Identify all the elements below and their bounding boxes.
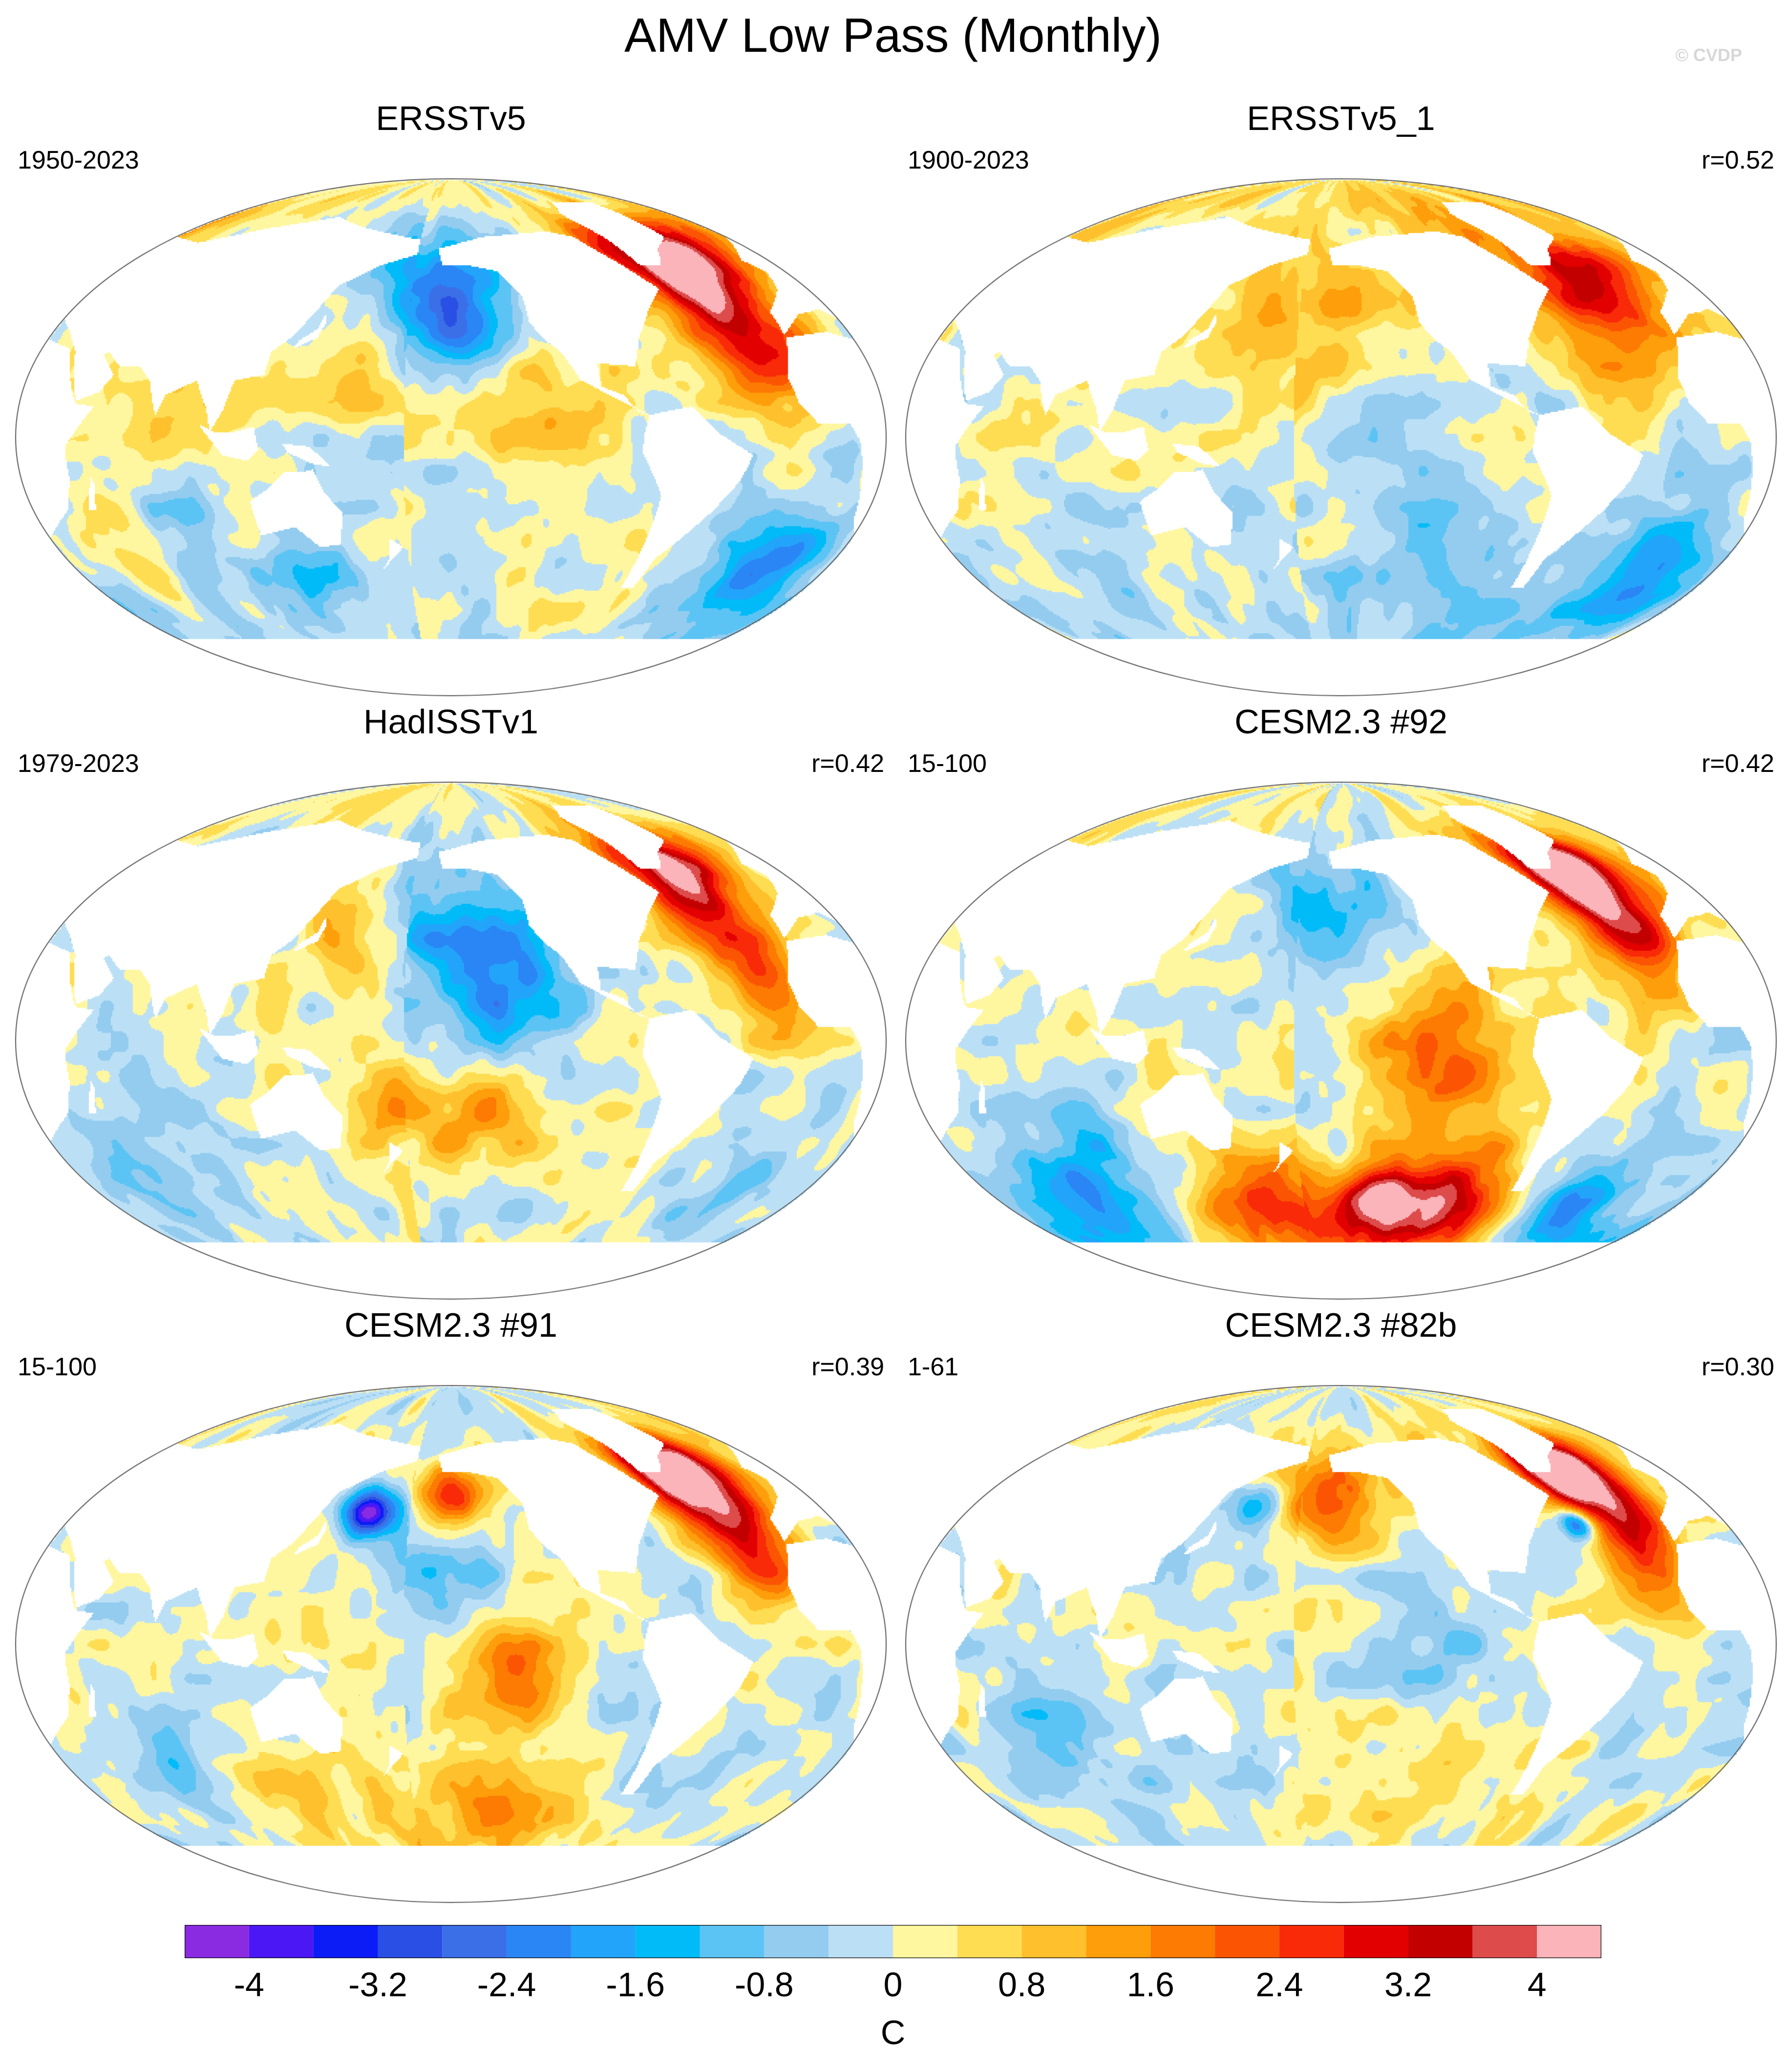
map-panel-cesm82b: CESM2.3 #82b 1-61 r=0.30 bbox=[899, 1304, 1783, 1905]
colorbar-swatch bbox=[1279, 1925, 1344, 1958]
colorbar-swatch bbox=[1408, 1925, 1473, 1958]
colorbar-swatch bbox=[378, 1925, 443, 1958]
colorbar-tick-label: 1.6 bbox=[1127, 1965, 1174, 2004]
colorbar-swatch bbox=[1343, 1925, 1408, 1958]
panel-period: 15-100 bbox=[18, 1353, 97, 1381]
colorbar-swatch bbox=[1086, 1925, 1151, 1958]
map-panel-cesm91: CESM2.3 #91 15-100 r=0.39 bbox=[9, 1304, 893, 1905]
colorbar-swatch bbox=[571, 1925, 636, 1958]
map-panel-hadisst: HadISSTv1 1979-2023 r=0.42 bbox=[9, 701, 893, 1302]
colorbar-tick-label: 2.4 bbox=[1255, 1965, 1303, 2004]
colorbar-swatch bbox=[1021, 1925, 1086, 1958]
panel-correlation: r=0.52 bbox=[1701, 146, 1774, 174]
panel-title: CESM2.3 #91 bbox=[344, 1306, 557, 1344]
colorbar-swatch bbox=[957, 1925, 1022, 1958]
colorbar-frame bbox=[185, 1925, 1601, 1958]
sst-map-cesm82b bbox=[903, 1383, 1779, 1905]
panel-correlation: r=0.42 bbox=[1701, 749, 1774, 778]
colorbar-swatch bbox=[249, 1925, 314, 1958]
panel-title: ERSSTv5_1 bbox=[1247, 99, 1435, 137]
panel-correlation: r=0.42 bbox=[811, 749, 884, 778]
colorbar bbox=[185, 1925, 1601, 1958]
map-panel-ersstv5: ERSSTv5 1950-2023 bbox=[9, 98, 893, 699]
panel-period: 1900-2023 bbox=[908, 146, 1029, 174]
colorbar-tick-label: 0 bbox=[883, 1965, 903, 2004]
colorbar-tick-label: -2.4 bbox=[477, 1965, 536, 2004]
panel-title: CESM2.3 #82b bbox=[1225, 1306, 1457, 1344]
colorbar-swatch bbox=[893, 1925, 957, 1958]
panel-period: 1979-2023 bbox=[18, 749, 139, 778]
copyright-label: © CVDP bbox=[1675, 45, 1742, 65]
colorbar-tick-label: 0.8 bbox=[998, 1965, 1046, 2004]
figure-title: AMV Low Pass (Monthly) bbox=[624, 8, 1162, 62]
colorbar-tick-label: 3.2 bbox=[1384, 1965, 1432, 2004]
colorbar-swatch bbox=[829, 1925, 893, 1958]
colorbar-tick-label: -3.2 bbox=[348, 1965, 407, 2004]
colorbar-swatch bbox=[1215, 1925, 1279, 1958]
colorbar-tick-label: 4 bbox=[1527, 1965, 1547, 2004]
colorbar-unit: C bbox=[880, 2013, 906, 2051]
colorbar-swatch bbox=[700, 1925, 765, 1958]
colorbar-tick-label: -4 bbox=[234, 1965, 264, 2004]
colorbar-swatch bbox=[1150, 1925, 1215, 1958]
panel-period: 15-100 bbox=[908, 749, 987, 778]
colorbar-swatch bbox=[185, 1925, 249, 1958]
colorbar-swatch bbox=[442, 1925, 507, 1958]
colorbar-tick-label: -0.8 bbox=[735, 1965, 794, 2004]
map-panel-cesm92: CESM2.3 #92 15-100 r=0.42 bbox=[899, 701, 1783, 1302]
panel-title: CESM2.3 #92 bbox=[1234, 703, 1447, 741]
sst-map-cesm91 bbox=[13, 1383, 889, 1905]
panel-period: 1950-2023 bbox=[18, 146, 139, 174]
colorbar-swatch bbox=[313, 1925, 378, 1958]
colorbar-swatch bbox=[635, 1925, 700, 1958]
panel-correlation: r=0.30 bbox=[1701, 1353, 1774, 1381]
sst-map-cesm92 bbox=[903, 779, 1779, 1302]
colorbar-swatch bbox=[1537, 1925, 1601, 1958]
panel-period: 1-61 bbox=[908, 1353, 959, 1381]
colorbar-tick-label: -1.6 bbox=[606, 1965, 665, 2004]
colorbar-swatch bbox=[1472, 1925, 1537, 1958]
colorbar-swatch bbox=[507, 1925, 571, 1958]
sst-map-hadisst bbox=[13, 779, 889, 1302]
map-panel-ersstv5_1: ERSSTv5_1 1900-2023 r=0.52 bbox=[899, 98, 1783, 699]
panel-title: HadISSTv1 bbox=[363, 703, 538, 741]
colorbar-swatch bbox=[764, 1925, 829, 1958]
sst-map-ersstv5_1 bbox=[903, 176, 1779, 699]
sst-map-ersstv5 bbox=[13, 176, 889, 699]
panel-correlation: r=0.39 bbox=[811, 1353, 884, 1381]
panel-title: ERSSTv5 bbox=[376, 99, 526, 137]
